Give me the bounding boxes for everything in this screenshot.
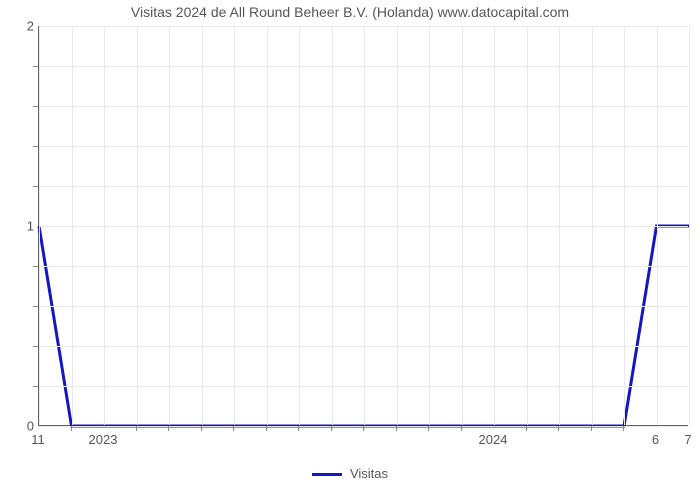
x-axis-label: 2023	[89, 432, 118, 447]
grid-horizontal	[39, 226, 688, 227]
x-minor-tick	[591, 426, 592, 431]
x-minor-tick	[428, 426, 429, 431]
x-axis-label: 7	[684, 432, 691, 447]
x-minor-tick	[201, 426, 202, 431]
x-axis-label: 11	[31, 432, 45, 447]
x-minor-tick	[331, 426, 332, 431]
x-axis-label: 2024	[479, 432, 508, 447]
y-axis-label: 2	[4, 19, 34, 34]
x-minor-tick	[396, 426, 397, 431]
y-minor-tick	[33, 186, 38, 187]
grid-horizontal	[39, 306, 688, 307]
y-minor-tick	[33, 346, 38, 347]
legend: Visitas	[0, 466, 700, 481]
chart-title: Visitas 2024 de All Round Beheer B.V. (H…	[0, 4, 700, 20]
grid-horizontal	[39, 346, 688, 347]
grid-horizontal	[39, 266, 688, 267]
x-minor-tick	[298, 426, 299, 431]
plot-area	[38, 26, 688, 426]
y-minor-tick	[33, 266, 38, 267]
x-minor-tick	[623, 426, 624, 431]
x-minor-tick	[71, 426, 72, 431]
grid-vertical	[689, 26, 690, 425]
grid-horizontal	[39, 106, 688, 107]
legend-swatch	[312, 473, 342, 476]
y-axis-label: 0	[4, 419, 34, 434]
y-minor-tick	[33, 386, 38, 387]
x-minor-tick	[461, 426, 462, 431]
x-axis-label: 6	[652, 432, 659, 447]
legend-label: Visitas	[350, 466, 388, 481]
grid-horizontal	[39, 26, 688, 27]
grid-horizontal	[39, 146, 688, 147]
y-minor-tick	[33, 306, 38, 307]
grid-horizontal	[39, 186, 688, 187]
chart-container: Visitas 2024 de All Round Beheer B.V. (H…	[0, 0, 700, 500]
y-minor-tick	[33, 106, 38, 107]
y-axis-label: 1	[4, 219, 34, 234]
x-minor-tick	[363, 426, 364, 431]
grid-horizontal	[39, 386, 688, 387]
x-minor-tick	[168, 426, 169, 431]
y-minor-tick	[33, 146, 38, 147]
x-minor-tick	[526, 426, 527, 431]
grid-horizontal	[39, 66, 688, 67]
x-minor-tick	[266, 426, 267, 431]
y-minor-tick	[33, 66, 38, 67]
x-minor-tick	[136, 426, 137, 431]
x-minor-tick	[233, 426, 234, 431]
x-minor-tick	[558, 426, 559, 431]
